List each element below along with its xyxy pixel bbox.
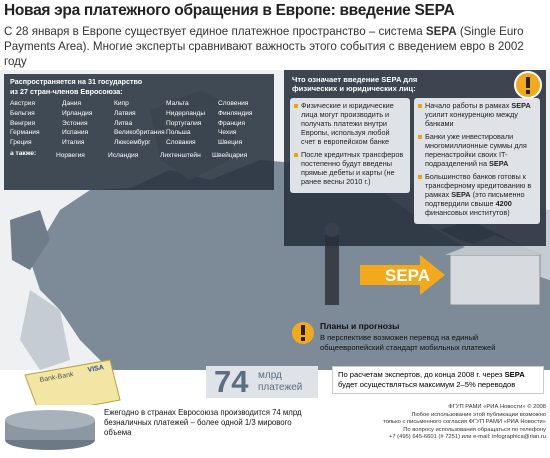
countries-title: Распространяется на 31 государство: [10, 77, 143, 86]
country: Словения: [218, 100, 249, 107]
footer: ФГУП РАМИ «РИА Новости» © 2008 Любое испо…: [330, 404, 546, 442]
country: Лихтенштейн: [160, 152, 201, 159]
card-brand: VISA: [87, 364, 104, 374]
country: Словакия: [166, 139, 196, 147]
country-column: Кипр Латвия Литва Великобритания Люксембург: [114, 99, 165, 148]
meaning-text: Банки уже инвестировали многомиллионные …: [425, 132, 527, 168]
plans-icon: [292, 322, 314, 344]
forecast: По расчетам экспертов, до конца 2008 г. …: [332, 366, 544, 394]
country: Бельгия: [10, 109, 35, 117]
country: Норвегия: [56, 152, 85, 159]
plans-text: В перспективе возможен перевод на единый…: [320, 333, 496, 352]
country: Испания: [62, 129, 89, 137]
country: Великобритания: [114, 129, 165, 137]
land: [10, 210, 50, 270]
meaning-left: Физические и юридические лица могут прои…: [290, 98, 410, 193]
footer-line: По вопросу использования обращаться по т…: [403, 426, 546, 433]
meaning-bold: SEPA: [511, 101, 531, 110]
intro: С 28 января в Европе существует единое п…: [4, 24, 544, 69]
warning-icon: [514, 71, 542, 99]
meaning-bold: SEPA: [489, 159, 509, 168]
yearly-text: Ежегодно в странах Евросоюза производитс…: [104, 408, 302, 437]
coins: [5, 410, 95, 450]
country: Франция: [218, 119, 246, 127]
country: Исландия: [108, 152, 139, 159]
country: Швеция: [218, 139, 243, 147]
plans-title: Планы и прогнозы: [320, 321, 400, 331]
footer-line: ФГУП РАМИ «РИА Новости» © 2008: [448, 404, 546, 410]
country: Кипр: [114, 100, 129, 107]
intro-text: (Single Euro Payments Area). Многие эксп…: [4, 25, 524, 68]
country: Швейцария: [212, 152, 248, 159]
country: Греция: [10, 139, 32, 147]
meaning-box: Что означает введение SEPA для физически…: [284, 70, 546, 246]
forecast-bold: SEPA: [504, 370, 525, 379]
person: [325, 235, 339, 305]
country: Финляндия: [218, 109, 253, 117]
country: Ирландия: [62, 109, 93, 117]
meaning-item: Большинство банков готовы к трансферному…: [418, 172, 536, 217]
sepa-arrow: [360, 255, 445, 295]
country-column: Мальта Нидерланды Португалия Польша Словакия: [166, 99, 205, 148]
land: [20, 290, 70, 370]
country: Чехия: [218, 129, 237, 137]
meaning-title: Что означает введение SEPA для физически…: [292, 75, 418, 93]
country: Дания: [62, 100, 82, 107]
country: Латвия: [114, 109, 136, 117]
country-column: Дания Ирландия Эстония Испания Италия: [62, 99, 92, 148]
country-column: Австрия Бельгия Венгрия Германия Греция: [10, 99, 40, 148]
icon-mark: [301, 325, 305, 335]
meaning-text: (это письменно подтвердили свыше: [425, 190, 525, 208]
meaning-text: усилит конкуренцию между банками: [425, 110, 518, 128]
intro-bold: SEPA: [425, 25, 457, 38]
footer-line: +7 (495) 645-6601 (# 7251) или e-mail: i…: [388, 434, 546, 441]
meaning-item: Физические и юридические лица могут прои…: [294, 101, 406, 146]
country: Германия: [10, 129, 40, 137]
meaning-text: Большинство банков готовы к трансферному…: [425, 172, 532, 199]
meaning-text: После кредитных трансферов постепенно бу…: [301, 150, 404, 186]
meaning-text: Начало работы в рамках: [425, 101, 512, 110]
country: Литва: [114, 119, 133, 127]
country: Мальта: [166, 100, 189, 107]
countries-subtitle: из 27 стран-членов Евросоюза:: [10, 87, 123, 96]
card: [24, 359, 121, 405]
meaning-bold: 4200: [495, 199, 512, 208]
country: Нидерланды: [166, 109, 206, 117]
forecast-text: По расчетам экспертов, до конца 2008 г. …: [338, 370, 505, 379]
also-label: а также:: [10, 150, 37, 157]
country: Люксембург: [114, 139, 151, 147]
country-column: Словения Финляндия Франция Чехия Швеция: [218, 99, 253, 148]
icon-mark: [526, 90, 530, 94]
meaning-item: Начало работы в рамках SEPA усилит конку…: [418, 101, 536, 128]
sepa-arrow-label: SEPA: [385, 266, 430, 285]
meaning-bold: SEPA: [451, 190, 471, 199]
icon-mark: [526, 77, 530, 88]
country: Эстония: [62, 119, 88, 127]
country: Австрия: [10, 100, 36, 107]
title: Новая эра платежного обращения в Европе:…: [4, 2, 455, 19]
meaning-item: Банки уже инвестировали многомиллионные …: [418, 132, 536, 168]
country: Португалия: [166, 119, 202, 127]
country: Италия: [62, 139, 85, 147]
meaning-item: После кредитных трансферов постепенно бу…: [294, 150, 406, 186]
coin: [5, 410, 95, 430]
country: Венгрия: [10, 119, 36, 127]
meaning-text: финансовых институтов): [425, 208, 510, 217]
countries-box: Распространяется на 31 государство из 27…: [4, 74, 274, 190]
payments-unit: млрд платежей: [258, 370, 303, 393]
meaning-right: Начало работы в рамках SEPA усилит конку…: [414, 98, 540, 224]
intro-text: С 28 января в Европе существует единое п…: [4, 25, 426, 38]
payments-box: 74 млрд платежей: [206, 364, 318, 399]
country: Польша: [166, 129, 191, 137]
footer-line: Любое использование этой публикации возм…: [411, 411, 546, 418]
meaning-text: Физические и юридические лица могут прои…: [301, 101, 394, 146]
footer-line: только с письменного согласия ФГУП РАМИ …: [382, 419, 546, 426]
bank-building: [449, 254, 541, 306]
plans-box: Планы и прогнозы В перспективе возможен …: [290, 318, 546, 360]
payments-number: 74: [214, 364, 249, 399]
icon-mark: [301, 337, 305, 341]
forecast-text: будет осуществляться максимум 2–5% перев…: [338, 379, 516, 389]
